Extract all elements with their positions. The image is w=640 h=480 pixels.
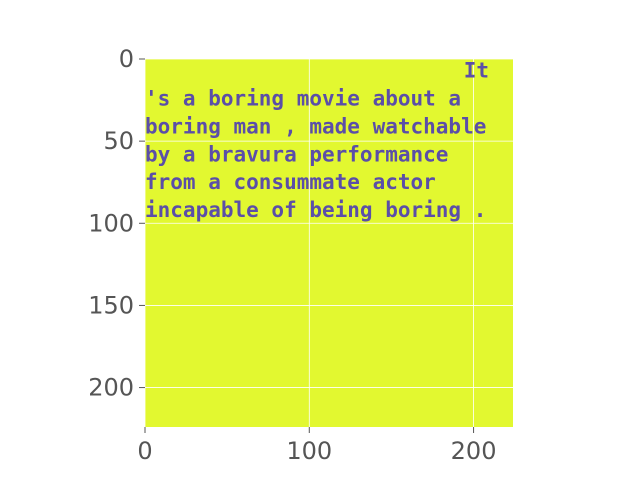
image-area xyxy=(145,59,513,427)
image-text-line: boring man , made watchable xyxy=(145,114,486,138)
x-tick-label: 200 xyxy=(451,437,497,465)
image-text-line: It xyxy=(464,59,489,83)
y-tick-label: 150 xyxy=(88,291,134,319)
y-tick-label: 100 xyxy=(88,209,134,237)
x-tick-label: 100 xyxy=(286,437,332,465)
image-background xyxy=(145,59,513,427)
image-text-line: incapable of being boring . xyxy=(145,198,486,222)
axes: 0 100 200 0 50 100 150 200 xyxy=(88,45,496,465)
grid xyxy=(144,58,513,427)
y-tick-label: 200 xyxy=(88,374,134,402)
x-tick-label: 0 xyxy=(137,437,152,465)
image-text-line: by a bravura performance xyxy=(145,142,448,166)
image-text: It's a boring movie about a boring man , … xyxy=(145,59,489,223)
image-text-line: 's a boring movie about a xyxy=(145,86,461,110)
y-tick-label: 50 xyxy=(103,127,134,155)
image-text-line: from a consummate actor xyxy=(145,170,436,194)
y-tick-label: 0 xyxy=(119,45,134,73)
